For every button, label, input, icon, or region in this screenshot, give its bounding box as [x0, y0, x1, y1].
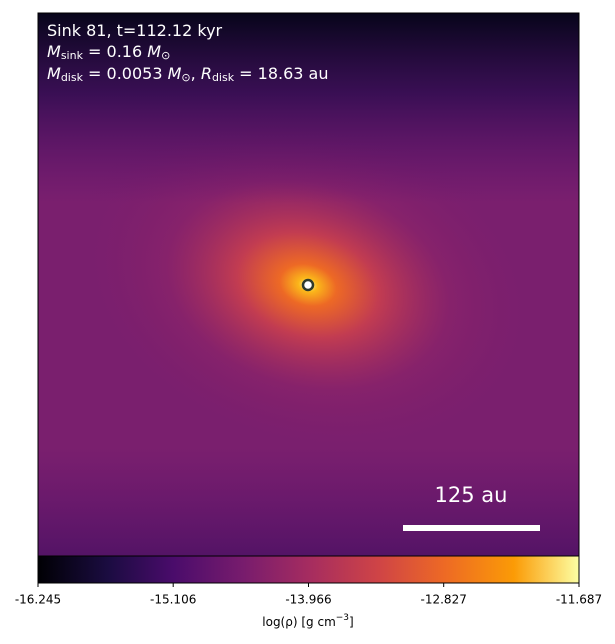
- tick-label: -11.687: [556, 593, 602, 607]
- annotation: Msink = 0.16 M⊙: [47, 42, 170, 63]
- tick-label: -15.106: [150, 593, 196, 607]
- colorbar-label: log(ρ) [g cm−3]: [262, 613, 353, 629]
- colorbar-ticks: -16.245 -15.106 -13.966 -12.827 -11.687: [15, 583, 602, 607]
- scale-bar: [403, 525, 540, 531]
- tick-label: -12.827: [421, 593, 467, 607]
- annotation: Mdisk = 0.0053 M⊙, Rdisk = 18.63 au: [47, 64, 329, 85]
- tick-label: -13.966: [285, 593, 331, 607]
- tick-label: -16.245: [15, 593, 61, 607]
- annotation: Sink 81, t=112.12 kyr: [47, 21, 223, 40]
- colorbar: [37, 555, 580, 584]
- scale-bar-label: 125 au: [435, 483, 508, 507]
- sink-marker: [301, 278, 315, 292]
- density-image: [37, 12, 580, 557]
